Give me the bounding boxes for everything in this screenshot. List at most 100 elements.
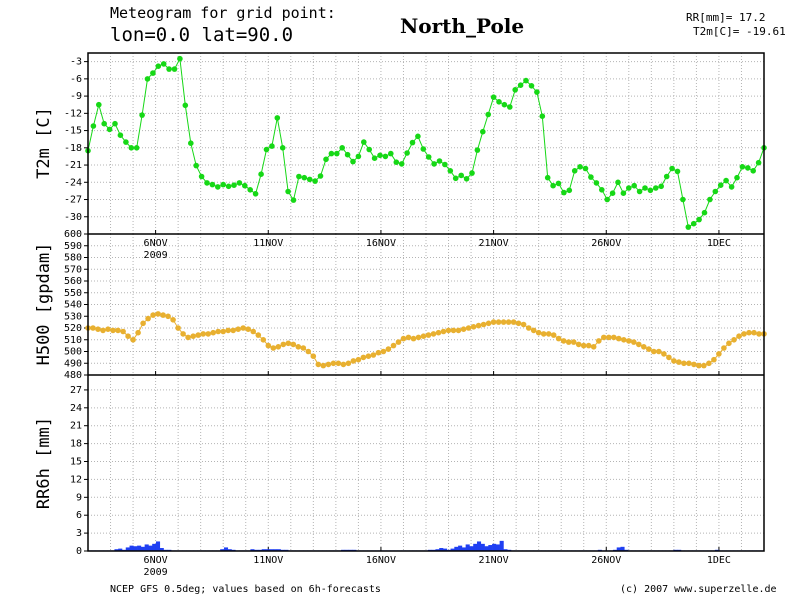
t2m-data-point <box>674 168 681 175</box>
x-date-label: 11NOV <box>253 238 283 249</box>
t2m-data-point <box>155 63 162 69</box>
t2m-data-point <box>204 180 210 186</box>
t2m-data-point <box>334 150 340 157</box>
t2m-data-point <box>588 174 594 180</box>
h500-data-point <box>656 348 662 355</box>
h500-data-point <box>200 331 206 337</box>
t2m-data-point <box>663 173 670 180</box>
rr6h-bar <box>473 543 478 551</box>
h500-data-point <box>405 334 412 341</box>
t2m-data-point <box>490 94 497 100</box>
rr6h-y-tick-label: 18 <box>70 439 82 450</box>
rr6h-bar <box>458 545 463 551</box>
h500-data-point <box>225 327 231 334</box>
h500-data-point <box>105 326 111 333</box>
x-date-label: 16NOV <box>366 238 396 249</box>
x-date-label: 21NOV <box>479 238 509 249</box>
t2m-data-point <box>512 87 518 93</box>
x-date-label: 1DEC <box>707 238 731 249</box>
t2m-data-point <box>409 139 416 146</box>
h500-data-point <box>746 329 752 336</box>
t2m-data-point <box>620 190 627 196</box>
t2m-data-point <box>647 187 654 194</box>
h500-data-point <box>646 346 652 352</box>
h500-data-point <box>515 320 522 327</box>
h500-data-point <box>280 341 287 348</box>
h500-data-point <box>555 335 562 342</box>
h500-data-point <box>631 339 637 345</box>
t2m-data-point <box>301 174 308 181</box>
h500-data-point <box>590 344 597 350</box>
t2m-data-point <box>653 185 659 191</box>
h500-data-point <box>110 327 116 334</box>
h500-data-point <box>345 360 352 367</box>
h500-data-point <box>210 329 216 336</box>
t2m-data-point <box>523 77 529 84</box>
rr6h-bar <box>616 547 621 551</box>
t2m-data-point <box>198 173 205 180</box>
rr6h-bar <box>114 549 119 551</box>
h500-y-tick-label: 530 <box>64 311 82 322</box>
t2m-data-point <box>458 172 465 179</box>
t2m-data-point <box>431 161 437 167</box>
h500-data-point <box>736 333 742 340</box>
t2m-panel: -3 -6 -9 -12 -15 -18 -21 -24 -27 -30 T2m [C] <box>34 53 767 234</box>
t2m-data-point <box>717 182 724 188</box>
h500-data-point <box>721 345 727 351</box>
t2m-data-point <box>755 159 762 166</box>
h500-data-point <box>651 348 657 355</box>
t2m-data-point <box>96 101 102 108</box>
h500-data-point <box>465 325 472 331</box>
h500-data-point <box>445 327 452 334</box>
rr6h-y-tick-label: 12 <box>70 474 82 485</box>
t2m-data-point <box>485 111 492 118</box>
t2m-data-point <box>177 55 183 62</box>
rr6h-y-tick-label: 24 <box>70 403 82 414</box>
t2m-y-tick-label: -27 <box>64 195 82 206</box>
h500-data-point <box>275 344 282 350</box>
t2m-data-point <box>636 188 643 195</box>
h500-y-tick-label: 550 <box>64 288 82 299</box>
t2m-data-point <box>312 178 318 184</box>
t2m-data-point <box>469 170 475 176</box>
rr6h-bar <box>273 549 278 551</box>
h500-data-point <box>180 331 186 337</box>
rr6h-bar <box>129 545 134 551</box>
h500-data-point <box>585 342 592 349</box>
t2m-data-point <box>680 196 686 203</box>
h500-data-point <box>175 325 181 331</box>
t2m-data-point <box>361 139 367 145</box>
h500-data-point <box>505 319 512 325</box>
h500-y-tick-label: 600 <box>64 229 82 240</box>
t2m-data-point <box>231 182 237 188</box>
t2m-data-point <box>193 162 199 169</box>
t2m-data-point <box>544 174 551 181</box>
t2m-data-point <box>415 133 421 140</box>
h500-data-point <box>701 362 707 369</box>
rr6h-bar <box>152 543 157 551</box>
rr6h-bar <box>220 549 225 551</box>
t2m-data-point <box>593 180 600 186</box>
h500-data-point <box>365 353 372 360</box>
h500-data-point <box>440 328 447 335</box>
h500-data-point <box>676 359 682 365</box>
h500-y-tick-label: 570 <box>64 264 82 275</box>
t2m-data-point <box>398 161 405 167</box>
h500-data-point <box>160 312 166 318</box>
h500-data-point <box>90 325 96 331</box>
t2m-data-point <box>133 145 140 151</box>
t2m-y-tick-label: -15 <box>64 126 82 137</box>
h500-data-point <box>375 349 382 356</box>
h500-data-point <box>706 360 712 367</box>
h500-data-point <box>716 351 722 357</box>
h500-data-point <box>636 341 642 348</box>
rr6h-bar <box>137 545 142 551</box>
t2m-data-point <box>739 164 746 170</box>
t2m-data-point <box>263 146 270 153</box>
h500-data-point <box>560 338 567 344</box>
t2m-data-point <box>604 196 610 203</box>
t2m-data-point <box>296 173 302 180</box>
meteogram-heading: Meteogram for grid point: <box>110 4 336 22</box>
rr6h-bar <box>159 548 164 551</box>
